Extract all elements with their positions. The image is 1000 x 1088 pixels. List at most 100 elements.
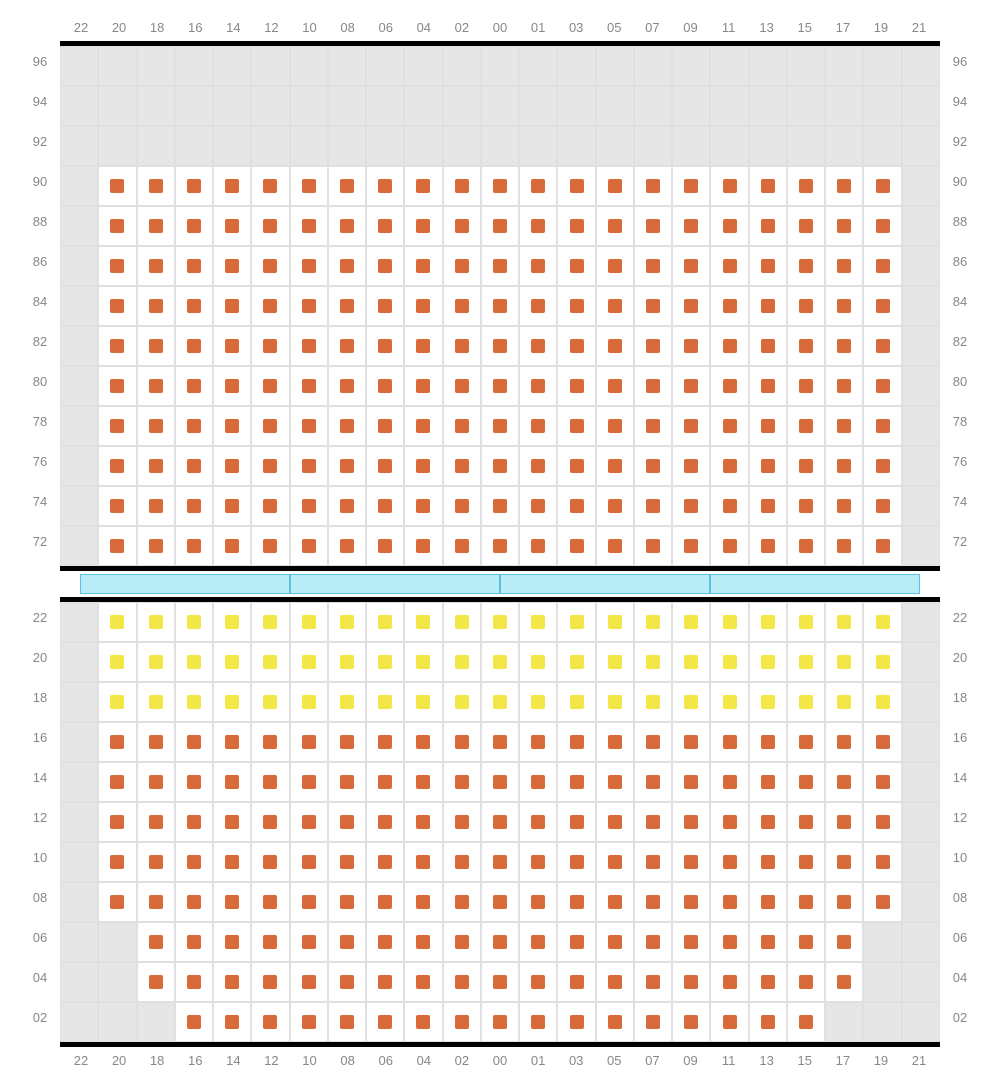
seat-cell[interactable]: [137, 246, 175, 286]
seat-cell[interactable]: [557, 602, 595, 642]
seat-cell[interactable]: [175, 1002, 213, 1042]
seat-cell[interactable]: [481, 406, 519, 446]
seat-cell[interactable]: [137, 486, 175, 526]
seat-cell[interactable]: [175, 246, 213, 286]
seat-cell[interactable]: [175, 406, 213, 446]
seat-cell[interactable]: [443, 842, 481, 882]
seat-cell[interactable]: [634, 842, 672, 882]
seat-cell[interactable]: [863, 486, 901, 526]
seat-cell[interactable]: [519, 206, 557, 246]
seat-cell[interactable]: [175, 842, 213, 882]
seat-cell[interactable]: [443, 962, 481, 1002]
seat-cell[interactable]: [710, 446, 748, 486]
seat-cell[interactable]: [557, 166, 595, 206]
seat-cell[interactable]: [290, 602, 328, 642]
seat-cell[interactable]: [251, 446, 289, 486]
seat-cell[interactable]: [175, 526, 213, 566]
seat-cell[interactable]: [98, 366, 136, 406]
seat-cell[interactable]: [825, 406, 863, 446]
seat-cell[interactable]: [557, 486, 595, 526]
seat-cell[interactable]: [749, 922, 787, 962]
seat-cell[interactable]: [596, 166, 634, 206]
seat-cell[interactable]: [366, 602, 404, 642]
seat-cell[interactable]: [443, 762, 481, 802]
seat-cell[interactable]: [251, 1002, 289, 1042]
seat-cell[interactable]: [672, 246, 710, 286]
seat-cell[interactable]: [519, 602, 557, 642]
seat-cell[interactable]: [672, 286, 710, 326]
seat-cell[interactable]: [634, 206, 672, 246]
seat-cell[interactable]: [710, 286, 748, 326]
seat-cell[interactable]: [634, 286, 672, 326]
seat-cell[interactable]: [825, 802, 863, 842]
seat-cell[interactable]: [672, 762, 710, 802]
seat-cell[interactable]: [443, 486, 481, 526]
seat-cell[interactable]: [98, 166, 136, 206]
seat-cell[interactable]: [749, 526, 787, 566]
seat-cell[interactable]: [672, 842, 710, 882]
seat-cell[interactable]: [863, 446, 901, 486]
seat-cell[interactable]: [213, 762, 251, 802]
seat-cell[interactable]: [251, 366, 289, 406]
seat-cell[interactable]: [98, 486, 136, 526]
seat-cell[interactable]: [672, 1002, 710, 1042]
seat-cell[interactable]: [672, 922, 710, 962]
seat-cell[interactable]: [787, 762, 825, 802]
seat-cell[interactable]: [710, 1002, 748, 1042]
seat-cell[interactable]: [328, 602, 366, 642]
seat-cell[interactable]: [290, 206, 328, 246]
seat-cell[interactable]: [787, 682, 825, 722]
seat-cell[interactable]: [787, 802, 825, 842]
seat-cell[interactable]: [863, 842, 901, 882]
seat-cell[interactable]: [863, 166, 901, 206]
seat-cell[interactable]: [825, 246, 863, 286]
seat-cell[interactable]: [290, 406, 328, 446]
seat-cell[interactable]: [519, 642, 557, 682]
seat-cell[interactable]: [557, 802, 595, 842]
seat-cell[interactable]: [137, 366, 175, 406]
seat-cell[interactable]: [366, 486, 404, 526]
seat-cell[interactable]: [825, 842, 863, 882]
seat-cell[interactable]: [251, 722, 289, 762]
seat-cell[interactable]: [366, 366, 404, 406]
seat-cell[interactable]: [481, 962, 519, 1002]
seat-cell[interactable]: [443, 366, 481, 406]
seat-cell[interactable]: [519, 366, 557, 406]
seat-cell[interactable]: [290, 326, 328, 366]
seat-cell[interactable]: [749, 286, 787, 326]
seat-cell[interactable]: [710, 682, 748, 722]
seat-cell[interactable]: [213, 922, 251, 962]
seat-cell[interactable]: [251, 246, 289, 286]
seat-cell[interactable]: [328, 206, 366, 246]
seat-cell[interactable]: [213, 366, 251, 406]
seat-cell[interactable]: [98, 326, 136, 366]
seat-cell[interactable]: [519, 486, 557, 526]
seat-cell[interactable]: [634, 166, 672, 206]
seat-cell[interactable]: [825, 922, 863, 962]
seat-cell[interactable]: [404, 366, 442, 406]
seat-cell[interactable]: [672, 642, 710, 682]
seat-cell[interactable]: [98, 722, 136, 762]
seat-cell[interactable]: [98, 406, 136, 446]
seat-cell[interactable]: [98, 682, 136, 722]
seat-cell[interactable]: [825, 642, 863, 682]
seat-cell[interactable]: [749, 246, 787, 286]
seat-cell[interactable]: [366, 842, 404, 882]
seat-cell[interactable]: [481, 602, 519, 642]
seat-cell[interactable]: [251, 682, 289, 722]
seat-cell[interactable]: [825, 286, 863, 326]
seat-cell[interactable]: [596, 642, 634, 682]
seat-cell[interactable]: [328, 802, 366, 842]
seat-cell[interactable]: [672, 722, 710, 762]
seat-cell[interactable]: [749, 406, 787, 446]
seat-cell[interactable]: [251, 286, 289, 326]
seat-cell[interactable]: [672, 166, 710, 206]
seat-cell[interactable]: [519, 246, 557, 286]
seat-cell[interactable]: [825, 366, 863, 406]
seat-cell[interactable]: [825, 962, 863, 1002]
seat-cell[interactable]: [863, 526, 901, 566]
seat-cell[interactable]: [251, 326, 289, 366]
seat-cell[interactable]: [251, 602, 289, 642]
seat-cell[interactable]: [175, 802, 213, 842]
seat-cell[interactable]: [251, 842, 289, 882]
